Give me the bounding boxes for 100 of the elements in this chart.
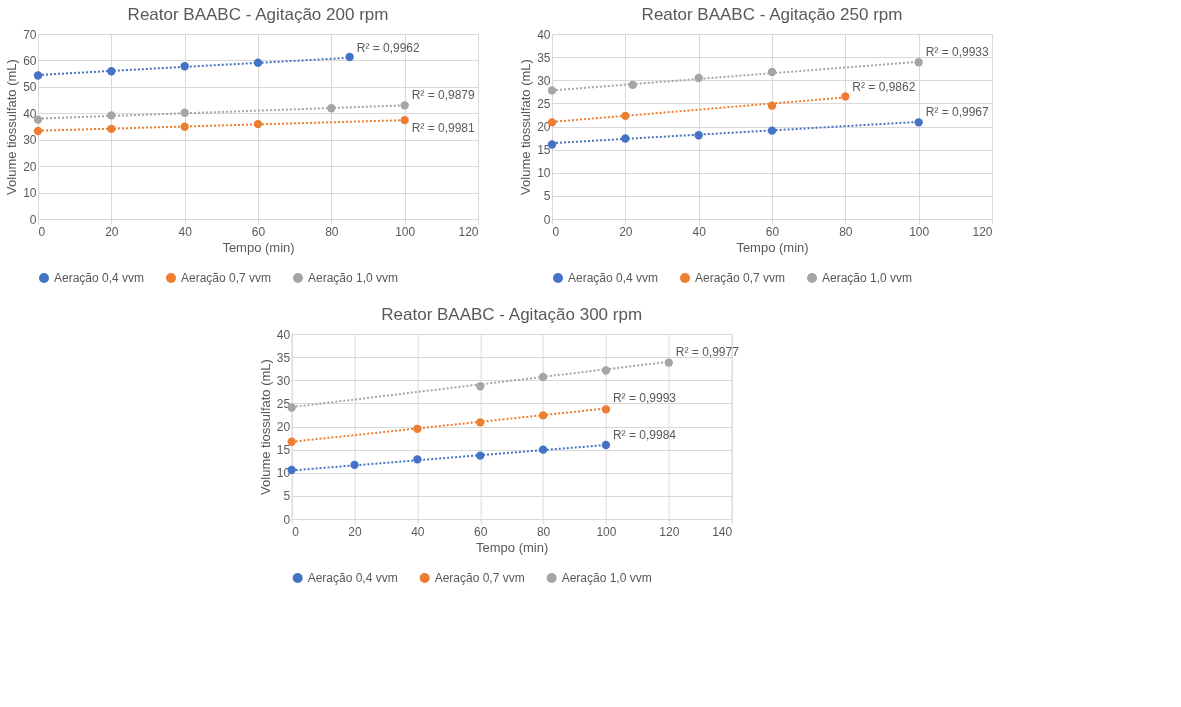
point: [253, 58, 263, 67]
legend-label: Aeração 1,0 vvm: [308, 271, 399, 285]
x-tick-label: 60: [251, 224, 266, 239]
x-axis-title: Tempo (min): [736, 239, 809, 255]
point: [107, 124, 116, 134]
chart-title: Reator BAABC - Agitação 200 rpm: [127, 5, 389, 24]
point: [914, 58, 923, 67]
y-tick-label: 10: [537, 166, 551, 181]
y-tick-label: 0: [543, 212, 551, 227]
annotation: R² = 0,9984: [612, 428, 677, 442]
point: [33, 126, 43, 136]
chart-title: Reator BAABC - Agitação 250 rpm: [641, 5, 903, 24]
point: [33, 71, 43, 80]
point: [476, 418, 485, 427]
y-tick-label: 50: [23, 80, 37, 95]
point: [767, 126, 777, 135]
point: [694, 73, 703, 83]
point: [345, 52, 354, 62]
y-tick-label: 25: [537, 96, 551, 111]
x-tick-label: 40: [692, 224, 707, 239]
point: [538, 411, 548, 420]
annotation: R² = 0,9981: [411, 121, 476, 136]
y-tick-label: 30: [23, 133, 37, 148]
y-tick-label: 40: [276, 327, 291, 342]
x-tick-label: 120: [659, 524, 680, 539]
x-tick-label: 120: [458, 224, 479, 239]
x-tick-label: 100: [596, 524, 617, 539]
y-axis-title: Volume tiossulfato (mL): [4, 59, 20, 195]
legend-label: Aeração 1,0 vvm: [561, 571, 652, 585]
point: [601, 440, 611, 450]
annotation: R² = 0,9993: [612, 391, 677, 406]
point: [664, 358, 673, 367]
x-tick-label: 40: [411, 524, 425, 539]
annotation: R² = 0,9967: [925, 104, 990, 119]
y-tick-label: 0: [283, 512, 291, 527]
point: [621, 111, 630, 121]
point: [621, 134, 630, 143]
y-tick-label: 40: [23, 106, 37, 121]
y-tick-label: 20: [276, 420, 291, 434]
point: [350, 460, 359, 470]
x-tick-label: 140: [712, 524, 733, 539]
y-tick-label: 60: [23, 53, 37, 68]
legend-label: Aeração 0,4 vvm: [568, 271, 659, 285]
x-tick-label: 20: [619, 224, 633, 239]
annotation: R² = 0,9962: [356, 40, 421, 55]
point: [694, 131, 703, 140]
legend-label: Aeração 0,4 vvm: [307, 571, 398, 585]
y-tick-label: 35: [537, 50, 551, 65]
x-tick-label: 80: [839, 224, 853, 239]
chart-title: Reator BAABC - Agitação 300 rpm: [381, 305, 643, 324]
legend-label: Aeração 0,7 vvm: [181, 271, 272, 285]
legend-label: Aeração 1,0 vvm: [822, 271, 913, 285]
y-tick-label: 40: [537, 27, 551, 42]
y-axis-title: Volume tiossulfato (mL): [257, 359, 273, 495]
point: [253, 119, 263, 129]
point: [767, 67, 777, 77]
y-tick-label: 15: [276, 443, 291, 458]
point: [287, 437, 296, 446]
point: [107, 67, 116, 76]
legend-label: Aeração 0,7 vvm: [695, 271, 786, 285]
point: [400, 101, 409, 110]
x-tick-label: 60: [765, 224, 780, 239]
y-tick-label: 15: [537, 143, 551, 158]
y-tick-label: 10: [23, 186, 37, 201]
x-tick-label: 120: [972, 224, 993, 239]
point: [413, 424, 422, 433]
legend-label: Aeração 0,4 vvm: [54, 271, 145, 285]
point: [476, 382, 485, 391]
point: [107, 111, 116, 120]
point: [413, 455, 422, 464]
point: [628, 80, 637, 90]
point: [767, 101, 777, 110]
point: [180, 108, 189, 117]
x-axis-title: Tempo (min): [222, 239, 295, 255]
point: [327, 104, 336, 113]
y-tick-label: 20: [23, 159, 37, 174]
x-tick-label: 80: [536, 524, 551, 539]
point: [538, 445, 548, 454]
annotation: R² = 0,9862: [852, 80, 916, 95]
legend-label: Aeração 0,7 vvm: [434, 571, 525, 585]
point: [180, 122, 189, 131]
x-tick-label: 40: [178, 224, 193, 239]
point: [180, 62, 189, 71]
y-tick-label: 30: [276, 373, 291, 388]
point: [914, 118, 923, 127]
y-tick-label: 35: [276, 350, 291, 365]
annotation: R² = 0,9933: [925, 44, 990, 59]
y-tick-label: 5: [283, 489, 291, 504]
y-tick-label: 0: [29, 212, 37, 227]
y-axis-title: Volume tiossulfato (mL): [518, 59, 534, 195]
y-tick-label: 5: [543, 189, 551, 204]
y-tick-label: 30: [537, 73, 551, 88]
annotation: R² = 0,9977: [675, 344, 740, 359]
x-tick-label: 60: [474, 524, 488, 539]
x-tick-label: 100: [909, 224, 930, 239]
x-tick-label: 20: [348, 524, 363, 539]
point: [400, 115, 409, 125]
point: [538, 372, 548, 382]
x-axis-title: Tempo (min): [476, 539, 549, 555]
point: [841, 92, 850, 101]
